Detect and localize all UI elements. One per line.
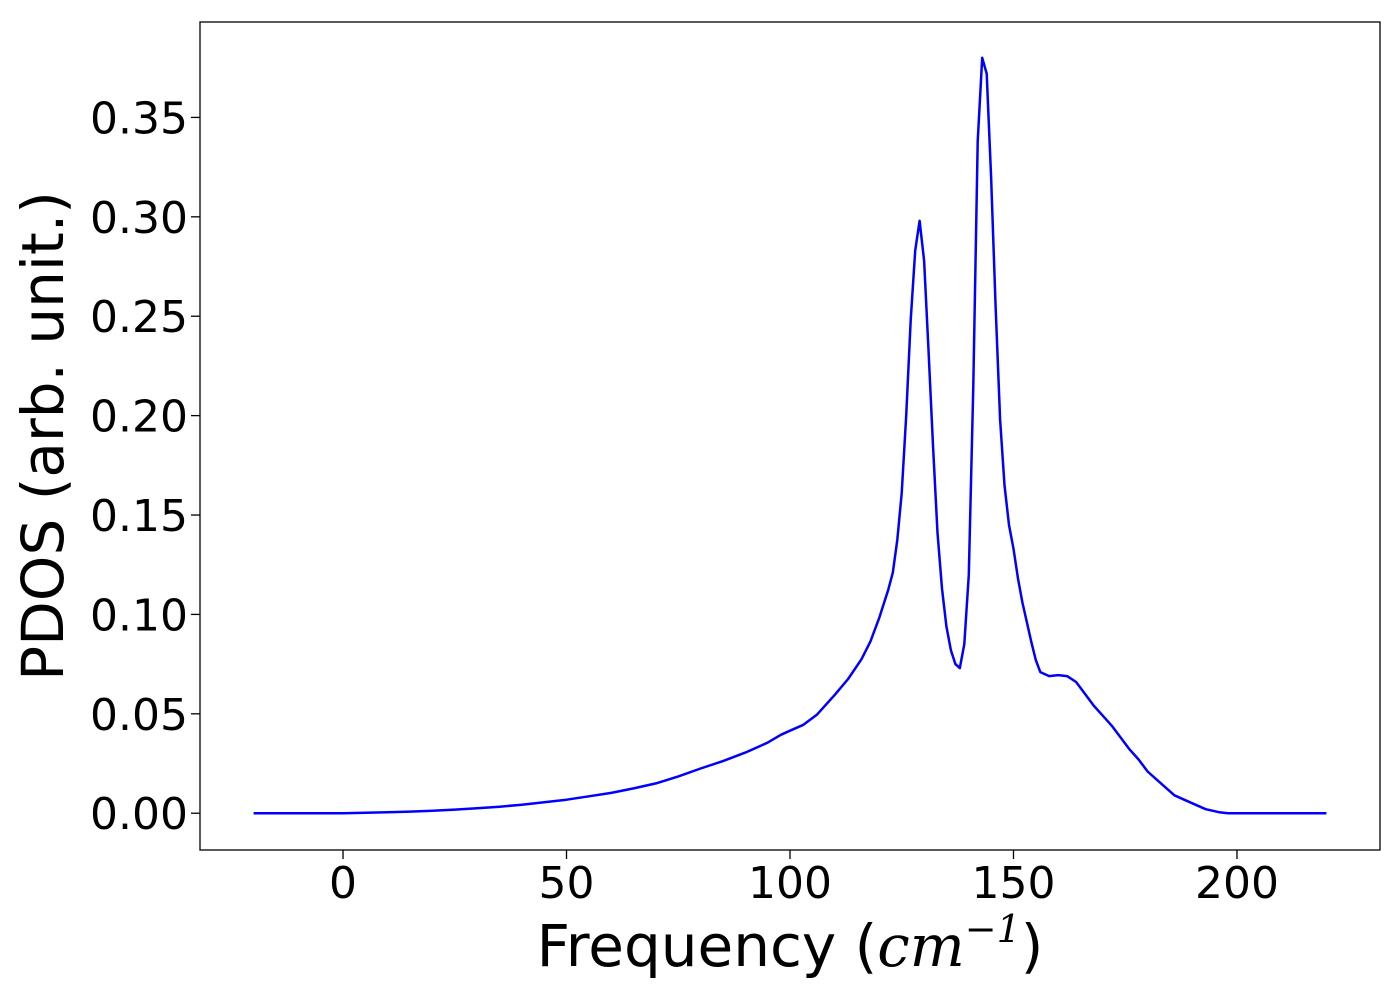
y-axis-label: PDOS (arb. unit.) [9,191,77,681]
x-tick-label: 150 [971,858,1055,909]
y-tick-label: 0.10 [90,590,188,641]
y-tick-label: 0.20 [90,392,188,443]
x-tick-label: 200 [1195,858,1279,909]
y-tick-label: 0.15 [90,491,188,542]
y-axis: 0.00 0.05 0.10 0.15 0.20 0.25 0.30 0.35 [90,93,200,840]
x-axis: 0 50 100 150 200 [329,850,1279,909]
plot-frame [199,21,1381,851]
x-tick-label: 100 [748,858,832,909]
y-tick-label: 0.00 [90,789,188,840]
y-tick-label: 0.35 [90,93,188,144]
x-tick-label: 50 [539,858,595,909]
y-tick-label: 0.30 [90,193,188,244]
x-axis-label: Frequency (cm−1) [537,907,1044,980]
pdos-line [253,56,1327,815]
x-tick-label: 0 [329,858,357,909]
y-tick-label: 0.25 [90,292,188,343]
y-tick-label: 0.05 [90,690,188,741]
